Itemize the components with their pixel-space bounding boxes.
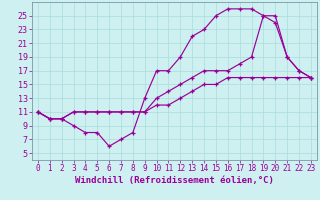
X-axis label: Windchill (Refroidissement éolien,°C): Windchill (Refroidissement éolien,°C) bbox=[75, 176, 274, 185]
